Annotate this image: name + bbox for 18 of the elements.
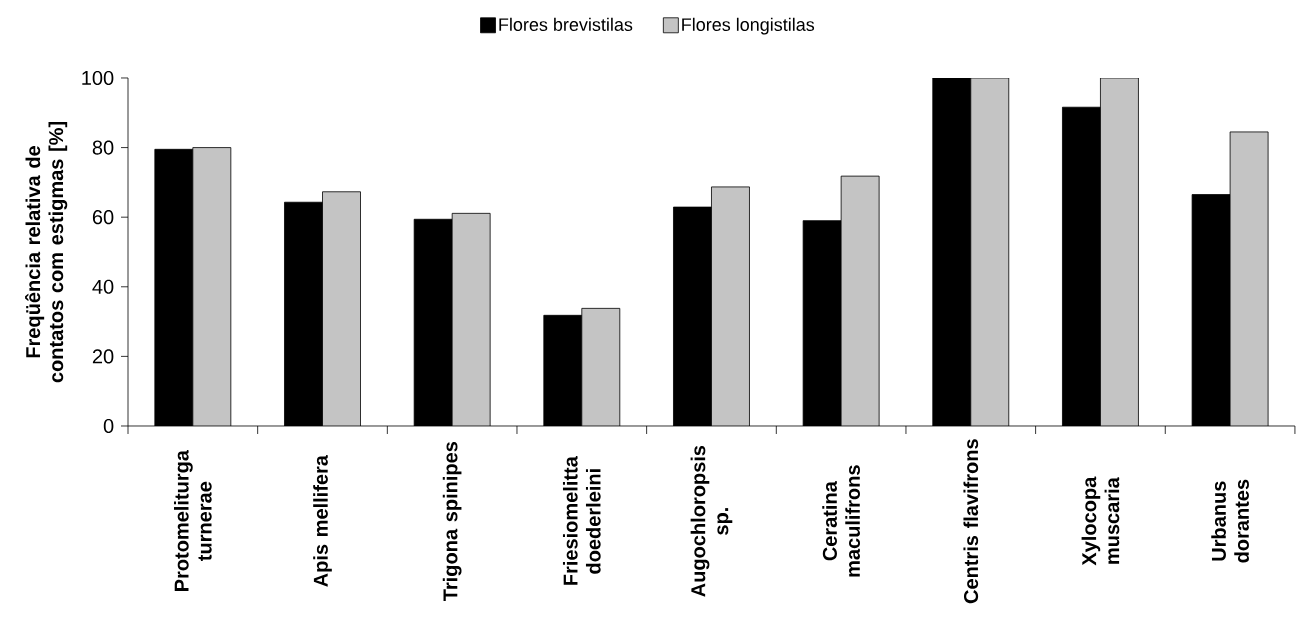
y-tick-label: 0 xyxy=(103,418,114,434)
x-tick-label: Centris flavifrons xyxy=(963,439,979,604)
x-tick-label: Augochloropsis sp. xyxy=(690,445,733,597)
y-tick-label: 60 xyxy=(92,210,114,225)
x-tick-label: Ceratina maculifrons xyxy=(822,465,860,577)
legend-label: Flores longistilas xyxy=(682,17,815,35)
x-tick-label: Trigona spinipes xyxy=(442,441,462,601)
x-tick-label: Protomeliturga turnerae xyxy=(173,449,212,591)
x-tick-label: Urbanus dorantes xyxy=(1211,479,1249,563)
legend-label: Flores brevistilas xyxy=(499,17,633,31)
y-tick-label: 20 xyxy=(92,349,114,364)
x-tick-label: Xylocopa muscaria xyxy=(1081,476,1120,566)
x-tick-label: Friesiomelitta doederleini xyxy=(562,456,601,585)
x-tick-label: Apis mellifera xyxy=(313,454,332,587)
y-axis-title: Freqüência relativa de contatos com estigmas [%] xyxy=(25,122,68,383)
y-tick-label: 80 xyxy=(92,140,114,155)
y-tick-label: 100 xyxy=(82,70,114,86)
y-tick-label: 40 xyxy=(92,279,114,294)
